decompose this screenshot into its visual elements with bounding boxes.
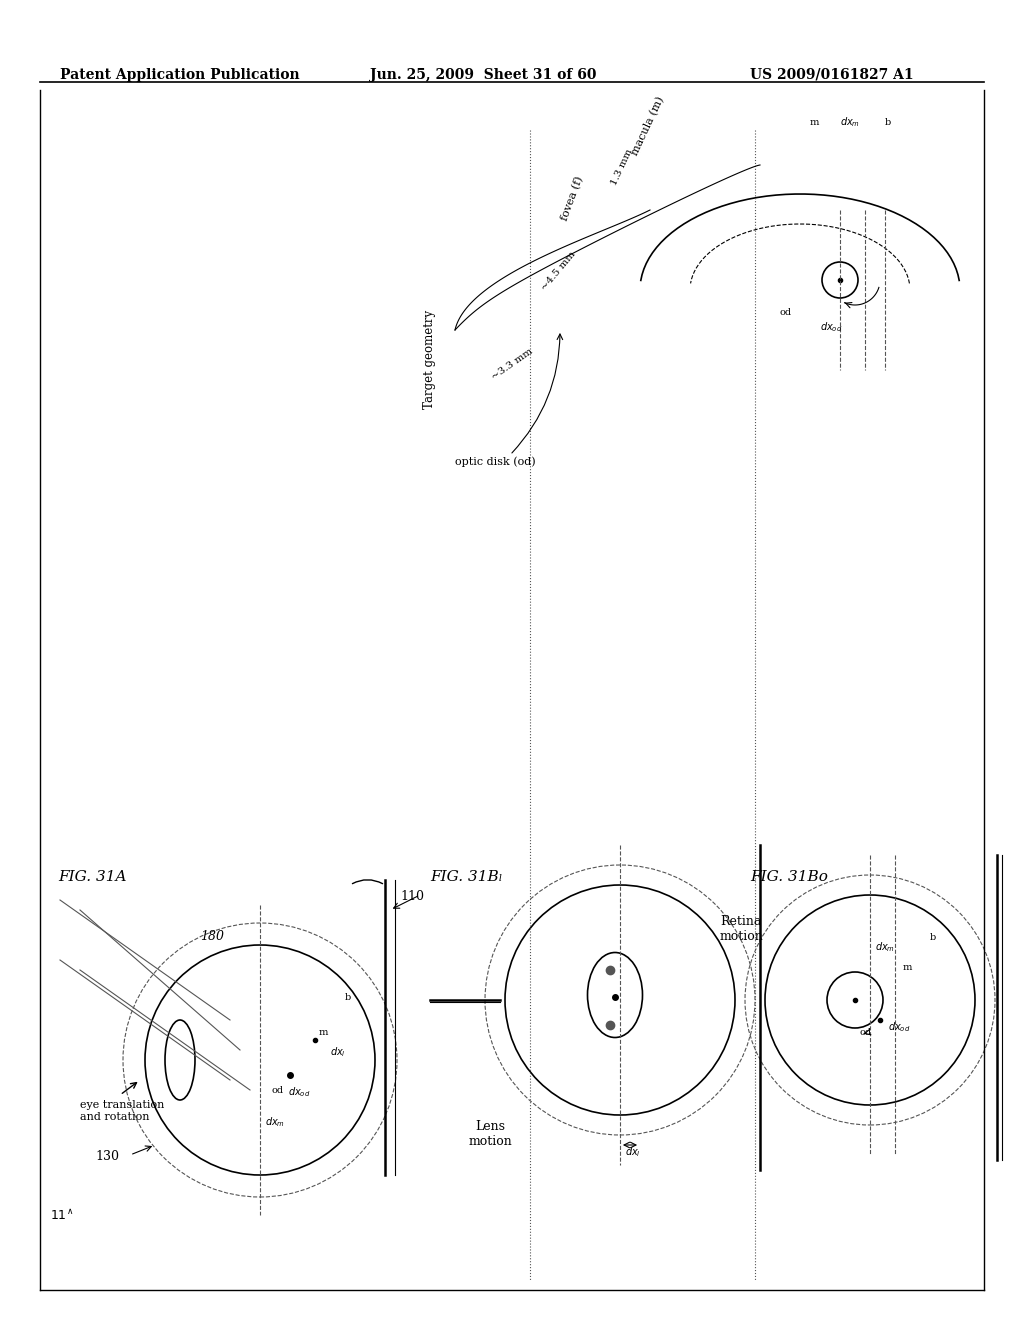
- Text: FIG. 31Bₗ: FIG. 31Bₗ: [430, 870, 503, 884]
- Text: m: m: [903, 964, 912, 972]
- Text: Jun. 25, 2009  Sheet 31 of 60: Jun. 25, 2009 Sheet 31 of 60: [370, 69, 597, 82]
- Text: b: b: [885, 117, 891, 127]
- Text: m: m: [810, 117, 819, 127]
- Text: b: b: [345, 993, 351, 1002]
- Text: macula (m): macula (m): [630, 95, 667, 157]
- Text: $dx_{od}$: $dx_{od}$: [888, 1020, 910, 1034]
- Text: Target geometry: Target geometry: [424, 310, 436, 409]
- Text: $dx_m$: $dx_m$: [840, 115, 860, 129]
- Text: od: od: [272, 1086, 284, 1096]
- Text: 1.3 mm: 1.3 mm: [610, 148, 635, 187]
- Text: optic disk (od): optic disk (od): [455, 457, 536, 467]
- Text: Lens
motion: Lens motion: [468, 1119, 512, 1148]
- Text: ~3.3 mm: ~3.3 mm: [490, 347, 535, 381]
- Text: FIG. 31A: FIG. 31A: [58, 870, 127, 884]
- Text: eye translation
and rotation: eye translation and rotation: [80, 1100, 165, 1122]
- Text: od: od: [780, 308, 793, 317]
- Text: $dx_l$: $dx_l$: [625, 1144, 641, 1159]
- Text: FIG. 31Bᴏ: FIG. 31Bᴏ: [750, 870, 827, 884]
- Text: b: b: [930, 933, 936, 942]
- Text: od: od: [860, 1028, 872, 1038]
- Text: $dx_{od}$: $dx_{od}$: [820, 319, 843, 334]
- Text: $dx_m$: $dx_m$: [874, 940, 895, 954]
- Text: $dx_m$: $dx_m$: [265, 1115, 285, 1129]
- Text: US 2009/0161827 A1: US 2009/0161827 A1: [750, 69, 913, 82]
- Text: fovea (f): fovea (f): [560, 174, 586, 222]
- Text: m: m: [319, 1028, 329, 1038]
- Text: ~4.5 mm: ~4.5 mm: [540, 249, 578, 292]
- Text: $dx_l$: $dx_l$: [330, 1045, 346, 1059]
- Text: Patent Application Publication: Patent Application Publication: [60, 69, 300, 82]
- Text: $dx_{od}$: $dx_{od}$: [288, 1085, 310, 1098]
- Text: $11^{\wedge}$: $11^{\wedge}$: [50, 1209, 74, 1224]
- Text: 180: 180: [200, 931, 224, 942]
- Text: Retina
motion: Retina motion: [720, 915, 764, 942]
- Text: 110: 110: [400, 890, 424, 903]
- Text: 130: 130: [95, 1150, 119, 1163]
